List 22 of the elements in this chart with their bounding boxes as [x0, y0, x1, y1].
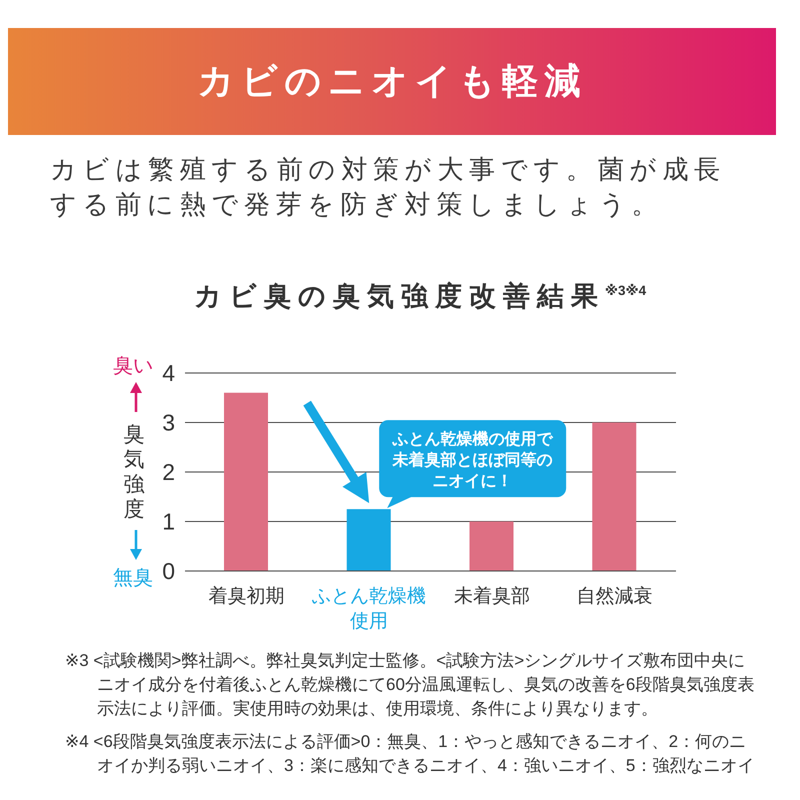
x-tick-label: 未着臭部	[454, 585, 530, 607]
text: カビは繁殖する前の対策が大事です。菌が成長する前に熱で発芽を防ぎ対策しましょう。	[50, 153, 727, 221]
text: ※4 <6段階臭気強度表示法による評価>0：無臭、1：やっと感知できるニオイ、2：何のニオイか判る弱いニオイ、3：楽に感知できるニオイ、4：強いニオイ、5：強烈なニオイ	[65, 731, 756, 777]
text: ※3 <試験機関>弊社調べ。弊社臭気判定士監修。<試験方法>シングルサイズ敷布団中央にニオイ成分を付着後ふとん乾燥機にて60分温風運転し、臭気の改善を6段階臭気強度表示法により評価。実使用時の効果は、使用環境、条件により異なります。	[65, 650, 756, 720]
x-tick-label: ふとん乾燥機使用	[311, 586, 426, 632]
bar	[470, 522, 514, 571]
bar	[224, 392, 268, 571]
y-tick-label: 1	[162, 508, 175, 534]
x-tick-label: 着臭初期	[208, 585, 284, 607]
x-tick-label: 自然減衰	[576, 585, 653, 607]
y-tick-label: 0	[162, 558, 175, 584]
text: 無臭	[112, 566, 154, 590]
y-axis-title: 臭気強度	[123, 422, 145, 522]
text: 臭い	[112, 354, 154, 378]
annotation: ふとん乾燥機の使用で未着臭部とほぼ同等のニオイに！	[392, 430, 554, 490]
bar	[592, 422, 636, 571]
y-tick-label: 2	[162, 459, 175, 485]
y-tick-label: 4	[162, 360, 176, 386]
bar	[346, 509, 391, 571]
chart-title: カビ臭の臭気強度改善結果$^{※3※4}$	[192, 280, 648, 313]
text: カビのニオイも軽減	[197, 59, 587, 103]
y-tick-label: 3	[162, 410, 175, 436]
